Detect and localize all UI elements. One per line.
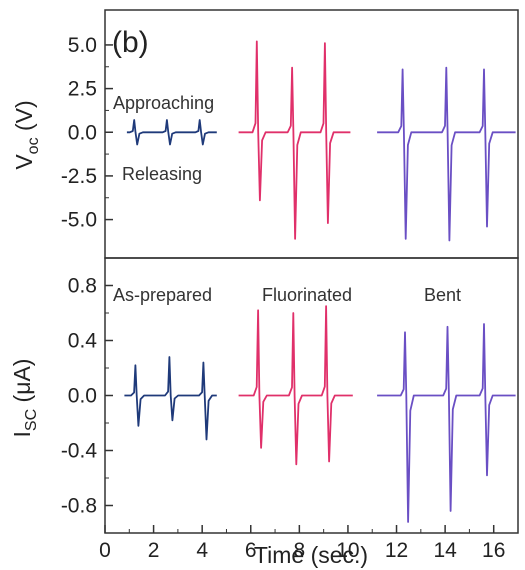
x-tick-label: 12 — [385, 539, 408, 562]
x-tick-label: 14 — [433, 539, 457, 562]
y-tick-label: 2.5 — [68, 78, 97, 101]
top-series-group — [126, 40, 516, 242]
x-tick-label: 8 — [294, 539, 306, 562]
bottom-y-axis-title: ISC (μA) — [9, 359, 40, 438]
y-tick-label: 0.4 — [68, 330, 98, 353]
panel-label: (b) — [112, 26, 149, 59]
bottom-y-axis-title-main: I — [9, 431, 35, 437]
y-tick-label: 0.0 — [68, 385, 97, 408]
series-line — [377, 323, 516, 523]
bottom-series-group — [124, 305, 516, 523]
annotation-releasing: Releasing — [122, 164, 202, 184]
series-line — [238, 40, 351, 240]
x-axis-title: Time (sec.) — [254, 542, 368, 568]
x-tick-label: 4 — [196, 539, 208, 562]
top-y-axis-title-unit: (V) — [11, 100, 37, 137]
y-tick-label: 5.0 — [68, 34, 97, 57]
x-tick-label: 6 — [245, 539, 257, 562]
y-tick-label: -5.0 — [61, 209, 97, 232]
annotation-approaching: Approaching — [113, 93, 214, 113]
top-y-axis-title-main: V — [11, 154, 37, 170]
annotation-fluorinated: Fluorinated — [262, 285, 352, 305]
annotation-bent: Bent — [424, 285, 461, 305]
x-tick-label: 2 — [148, 539, 160, 562]
bottom-y-axis-title-sub: SC — [23, 409, 40, 431]
series-line — [126, 119, 217, 146]
series-line — [238, 305, 353, 466]
y-tick-label: 0.0 — [68, 121, 97, 144]
y-tick-label: 0.8 — [68, 275, 97, 298]
series-line — [124, 356, 217, 441]
annotation-as-prepared: As-prepared — [113, 285, 212, 305]
series-line — [377, 66, 516, 242]
x-tick-label: 16 — [482, 539, 505, 562]
x-axis: 0 2 4 6 8 10 12 14 16 — [99, 525, 519, 562]
bottom-y-axis-title-unit: (μA) — [9, 359, 35, 409]
y-tick-label: -0.8 — [61, 495, 97, 518]
top-panel-frame — [104, 9, 519, 259]
y-tick-label: -0.4 — [61, 440, 98, 463]
top-y-axis-title: Voc (V) — [11, 100, 42, 169]
y-tick-label: -2.5 — [61, 165, 97, 188]
x-tick-label: 0 — [99, 539, 111, 562]
x-tick-label: 10 — [336, 539, 359, 562]
top-y-axis-title-sub: oc — [25, 137, 42, 154]
top-y-axis: 5.0 2.5 0.0 -2.5 -5.0 — [61, 34, 113, 232]
bottom-y-axis: 0.8 0.4 0.0 -0.4 -0.8 — [61, 275, 113, 518]
